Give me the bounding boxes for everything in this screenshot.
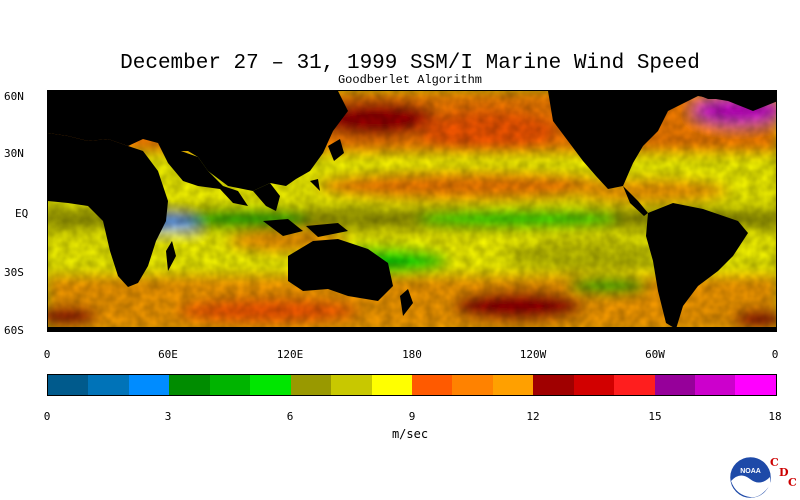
- colorbar-tick: 9: [408, 410, 416, 423]
- lat-label: 60S: [4, 324, 24, 337]
- colorbar-segment: [169, 375, 210, 395]
- colorbar-segment: [452, 375, 493, 395]
- cdc-letter: D: [779, 466, 789, 479]
- colorbar-tick: 0: [43, 410, 51, 423]
- colorbar-segment: [88, 375, 129, 395]
- lon-label: 60W: [645, 348, 665, 361]
- colorbar: [47, 374, 777, 396]
- lon-label: 60E: [158, 348, 178, 361]
- lat-label: 30S: [4, 266, 24, 279]
- colorbar-tick: 18: [768, 410, 782, 423]
- lon-label: 120W: [519, 348, 547, 361]
- colorbar-segment: [290, 375, 332, 395]
- page-title: December 27 – 31, 1999 SSM/I Marine Wind…: [120, 52, 700, 75]
- colorbar-segment: [250, 375, 291, 395]
- cdc-letter: C: [770, 456, 779, 469]
- colorbar-segment: [492, 375, 534, 395]
- page-subtitle: Goodberlet Algorithm: [337, 73, 483, 87]
- lon-label: 0: [771, 348, 779, 361]
- lon-label: 180: [402, 348, 422, 361]
- colorbar-segment: [695, 375, 736, 395]
- noaa-logo-icon: NOAA: [728, 455, 773, 500]
- wind-speed-field: [48, 91, 776, 331]
- colorbar-segment: [209, 375, 251, 395]
- land-mask: [48, 91, 776, 331]
- colorbar-segment: [614, 375, 655, 395]
- lat-label: 60N: [4, 90, 24, 103]
- colorbar-segment: [411, 375, 453, 395]
- noaa-logo-text: NOAA: [740, 468, 761, 475]
- units-label: m/sec: [391, 427, 429, 441]
- colorbar-segment: [371, 375, 412, 395]
- colorbar-tick: 12: [526, 410, 540, 423]
- lat-label: 30N: [4, 147, 24, 160]
- colorbar-segment: [654, 375, 695, 395]
- lon-label: 0: [43, 348, 51, 361]
- lon-label: 120E: [276, 348, 304, 361]
- lat-label: EQ: [15, 207, 29, 220]
- wind-speed-map: [47, 90, 777, 332]
- colorbar-tick: 3: [164, 410, 172, 423]
- colorbar-tick: 15: [648, 410, 662, 423]
- colorbar-segment: [533, 375, 574, 395]
- colorbar-segment: [128, 375, 170, 395]
- colorbar-segment: [48, 375, 89, 395]
- colorbar-segment: [735, 375, 776, 395]
- colorbar-segment: [331, 375, 372, 395]
- colorbar-tick: 6: [286, 410, 294, 423]
- cdc-letter: C: [788, 476, 797, 489]
- colorbar-segment: [573, 375, 615, 395]
